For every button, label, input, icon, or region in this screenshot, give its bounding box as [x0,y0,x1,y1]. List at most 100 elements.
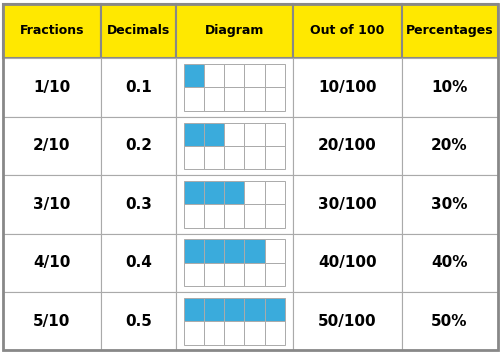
Bar [244,146,264,169]
Text: 4/10: 4/10 [33,255,70,270]
Bar [244,239,264,263]
Bar [176,58,293,117]
Bar [101,292,176,350]
Bar [176,4,293,58]
Bar [101,175,176,234]
Bar [224,146,244,169]
Bar [2,234,101,292]
Text: 20%: 20% [431,138,468,153]
Bar [402,292,498,350]
Bar [224,64,244,87]
Bar [244,122,264,146]
Bar [264,87,284,111]
Bar [204,87,225,111]
Bar [264,122,284,146]
Text: 2/10: 2/10 [33,138,70,153]
Text: Decimals: Decimals [107,24,170,38]
Bar [224,239,244,263]
Bar [204,298,225,321]
Bar [402,58,498,117]
Bar [264,298,284,321]
Bar [176,292,293,350]
Text: 30/100: 30/100 [318,197,376,212]
Bar [184,298,204,321]
Bar [244,298,264,321]
Bar [264,64,284,87]
Text: 5/10: 5/10 [33,314,70,329]
Bar [244,204,264,228]
Bar [264,204,284,228]
Bar [184,122,204,146]
Bar [184,181,204,204]
Bar [2,175,101,234]
Bar [204,64,225,87]
Bar [264,181,284,204]
Text: 0.4: 0.4 [125,255,152,270]
Bar [402,117,498,175]
Bar [204,181,225,204]
Bar [224,298,244,321]
Bar [204,263,225,286]
Text: 3/10: 3/10 [33,197,70,212]
Bar [293,58,402,117]
Bar [224,321,244,344]
Bar [264,239,284,263]
Text: 30%: 30% [432,197,468,212]
Text: 0.3: 0.3 [125,197,152,212]
Bar [2,58,101,117]
Text: 50/100: 50/100 [318,314,376,329]
Bar [224,181,244,204]
Text: Percentages: Percentages [406,24,494,38]
Text: 0.1: 0.1 [125,80,152,95]
Text: Fractions: Fractions [20,24,84,38]
Text: 0.5: 0.5 [125,314,152,329]
Text: 10%: 10% [432,80,468,95]
Bar [402,4,498,58]
Bar [264,146,284,169]
Bar [176,175,293,234]
Bar [2,117,101,175]
Bar [244,181,264,204]
Bar [2,292,101,350]
Bar [204,146,225,169]
Bar [224,122,244,146]
Bar [101,58,176,117]
Bar [293,175,402,234]
Text: 40/100: 40/100 [318,255,376,270]
Bar [402,234,498,292]
Bar [224,204,244,228]
Text: 10/100: 10/100 [318,80,376,95]
Text: 50%: 50% [432,314,468,329]
Bar [244,263,264,286]
Bar [101,4,176,58]
Bar [184,87,204,111]
Bar [101,234,176,292]
Bar [293,117,402,175]
Bar [244,64,264,87]
Bar [2,4,101,58]
Bar [402,175,498,234]
Bar [176,234,293,292]
Bar [176,117,293,175]
Bar [184,263,204,286]
Bar [244,87,264,111]
Text: 20/100: 20/100 [318,138,376,153]
Bar [264,263,284,286]
Text: 1/10: 1/10 [33,80,70,95]
Bar [184,204,204,228]
Bar [224,87,244,111]
Bar [293,234,402,292]
Text: 0.2: 0.2 [125,138,152,153]
Bar [184,146,204,169]
Text: Out of 100: Out of 100 [310,24,384,38]
Bar [204,122,225,146]
Bar [204,321,225,344]
Bar [293,292,402,350]
Bar [264,321,284,344]
Bar [204,204,225,228]
Bar [244,321,264,344]
Bar [204,239,225,263]
Bar [224,263,244,286]
Text: 40%: 40% [432,255,468,270]
Bar [184,321,204,344]
